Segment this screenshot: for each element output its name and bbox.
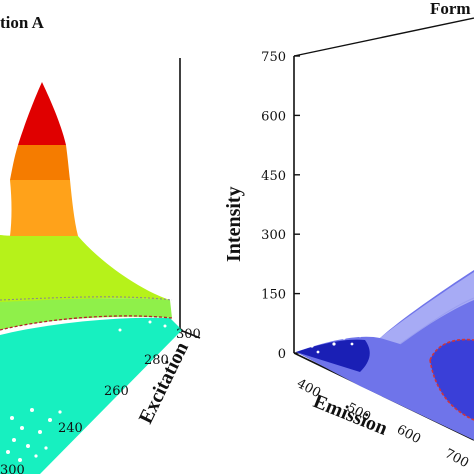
surface-speckle (6, 320, 167, 462)
excitation-tick-260: 260 (104, 384, 129, 399)
surface-level-2 (0, 298, 172, 330)
intensity-tick-label-600: 600 (261, 109, 286, 124)
intensity-axis-label: Intensity (223, 186, 245, 262)
excitation-tick-bottom-left: 300 (0, 463, 25, 474)
right-surface-speckle (310, 332, 362, 354)
contour-line-2 (0, 296, 173, 301)
peak-contour-bottom (429, 359, 474, 421)
left-chart-title: tion A (0, 13, 45, 32)
left-depth-axis (179, 329, 201, 339)
emission-axis-label: Emission (310, 390, 390, 440)
surface-upper-slope (380, 272, 474, 344)
excitation-tick-300: 300 (176, 327, 201, 342)
intensity-ticks: 0 150 300 450 600 750 (261, 50, 300, 362)
surface-level-4 (10, 180, 78, 236)
right-chart-title: Form (430, 0, 471, 18)
left-chart: tion A 300 280 260 240 300 Excitation (0, 13, 201, 474)
contour-line-1 (0, 315, 173, 331)
surface-emission-peak (430, 339, 474, 420)
intensity-tick-label-300: 300 (261, 228, 286, 243)
right-back-top-axis (293, 17, 474, 57)
intensity-tick-label-0: 0 (278, 347, 286, 362)
surface-peak (18, 82, 66, 145)
emission-tick-600: 600 (394, 422, 423, 447)
surface-level-1 (0, 317, 182, 474)
peak-contour-top (429, 338, 474, 361)
excitation-tick-240: 240 (58, 421, 83, 436)
surface-level-5 (10, 145, 70, 180)
slope-contour (399, 297, 474, 345)
emission-tick-700: 700 (442, 446, 471, 471)
intensity-tick-label-450: 450 (261, 169, 286, 184)
intensity-tick-label-150: 150 (261, 288, 286, 303)
intensity-tick-label-750: 750 (261, 50, 286, 65)
surface-level-3 (0, 235, 170, 302)
surface-dark-ridge (296, 339, 370, 372)
excitation-tick-280: 280 (144, 353, 169, 368)
